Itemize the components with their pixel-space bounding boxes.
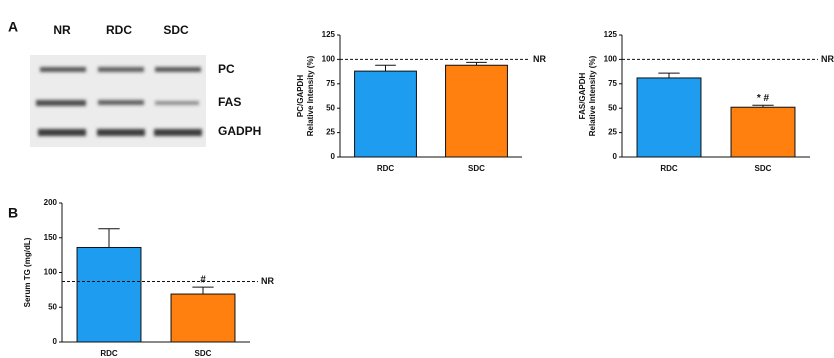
error-bar <box>375 65 396 71</box>
error-bar <box>658 73 679 78</box>
y-axis-label: Relative Intensity (%) <box>588 55 597 136</box>
y-tick-label: 50 <box>48 302 57 311</box>
y-axis-label: Relative Intensity (%) <box>306 55 315 136</box>
y-tick-label: 100 <box>44 268 58 277</box>
bar <box>446 65 508 157</box>
x-tick-label: RDC <box>100 349 118 358</box>
blot-column-label: SDC <box>163 23 189 37</box>
error-bar <box>98 229 119 248</box>
x-tick-label: RDC <box>660 164 678 173</box>
y-tick-label: 100 <box>322 55 336 64</box>
bar <box>171 294 235 342</box>
blot-row-label: FAS <box>218 95 241 109</box>
western-blot <box>30 55 206 147</box>
y-axis-label: Serum TG (mg/dL) <box>23 237 32 307</box>
blot-column-label: RDC <box>106 23 132 37</box>
y-axis-label: FAS/GAPDH <box>578 72 587 119</box>
y-tick-label: 0 <box>613 152 618 161</box>
reference-label: NR <box>261 276 274 286</box>
y-tick-label: 25 <box>326 128 335 137</box>
y-tick-label: 25 <box>608 128 617 137</box>
bar <box>637 78 701 157</box>
x-tick-label: SDC <box>468 164 485 173</box>
y-tick-label: 75 <box>608 79 617 88</box>
blot-column-label: NR <box>53 23 71 37</box>
x-tick-label: SDC <box>195 349 212 358</box>
y-axis-label: PC/GAPDH <box>296 75 305 117</box>
blot-row-label: GADPH <box>218 124 261 138</box>
x-tick-label: SDC <box>755 164 772 173</box>
bar <box>731 107 795 157</box>
y-tick-label: 200 <box>44 198 58 207</box>
y-tick-label: 125 <box>604 30 618 39</box>
y-tick-label: 50 <box>326 103 335 112</box>
bar <box>77 247 141 342</box>
y-tick-label: 150 <box>44 233 58 242</box>
reference-label: NR <box>533 54 546 64</box>
y-tick-label: 50 <box>608 103 617 112</box>
y-tick-label: 0 <box>331 152 336 161</box>
reference-label: NR <box>821 54 834 64</box>
figure: A B NR RDC SDC PC FAS GADPH RDC SDC 0 25 50 75 100 12… <box>0 0 834 358</box>
error-bar <box>192 287 213 294</box>
annotation: * # <box>757 93 770 104</box>
panel-label: B <box>8 205 18 221</box>
bar <box>355 71 417 157</box>
y-tick-label: 75 <box>326 79 335 88</box>
blot-row-label: PC <box>218 62 235 76</box>
x-tick-label: RDC <box>377 164 395 173</box>
y-tick-label: 100 <box>604 55 618 64</box>
y-tick-label: 125 <box>322 30 336 39</box>
panel-label: A <box>8 19 18 35</box>
y-tick-label: 0 <box>53 337 58 346</box>
annotation: # <box>200 275 206 286</box>
